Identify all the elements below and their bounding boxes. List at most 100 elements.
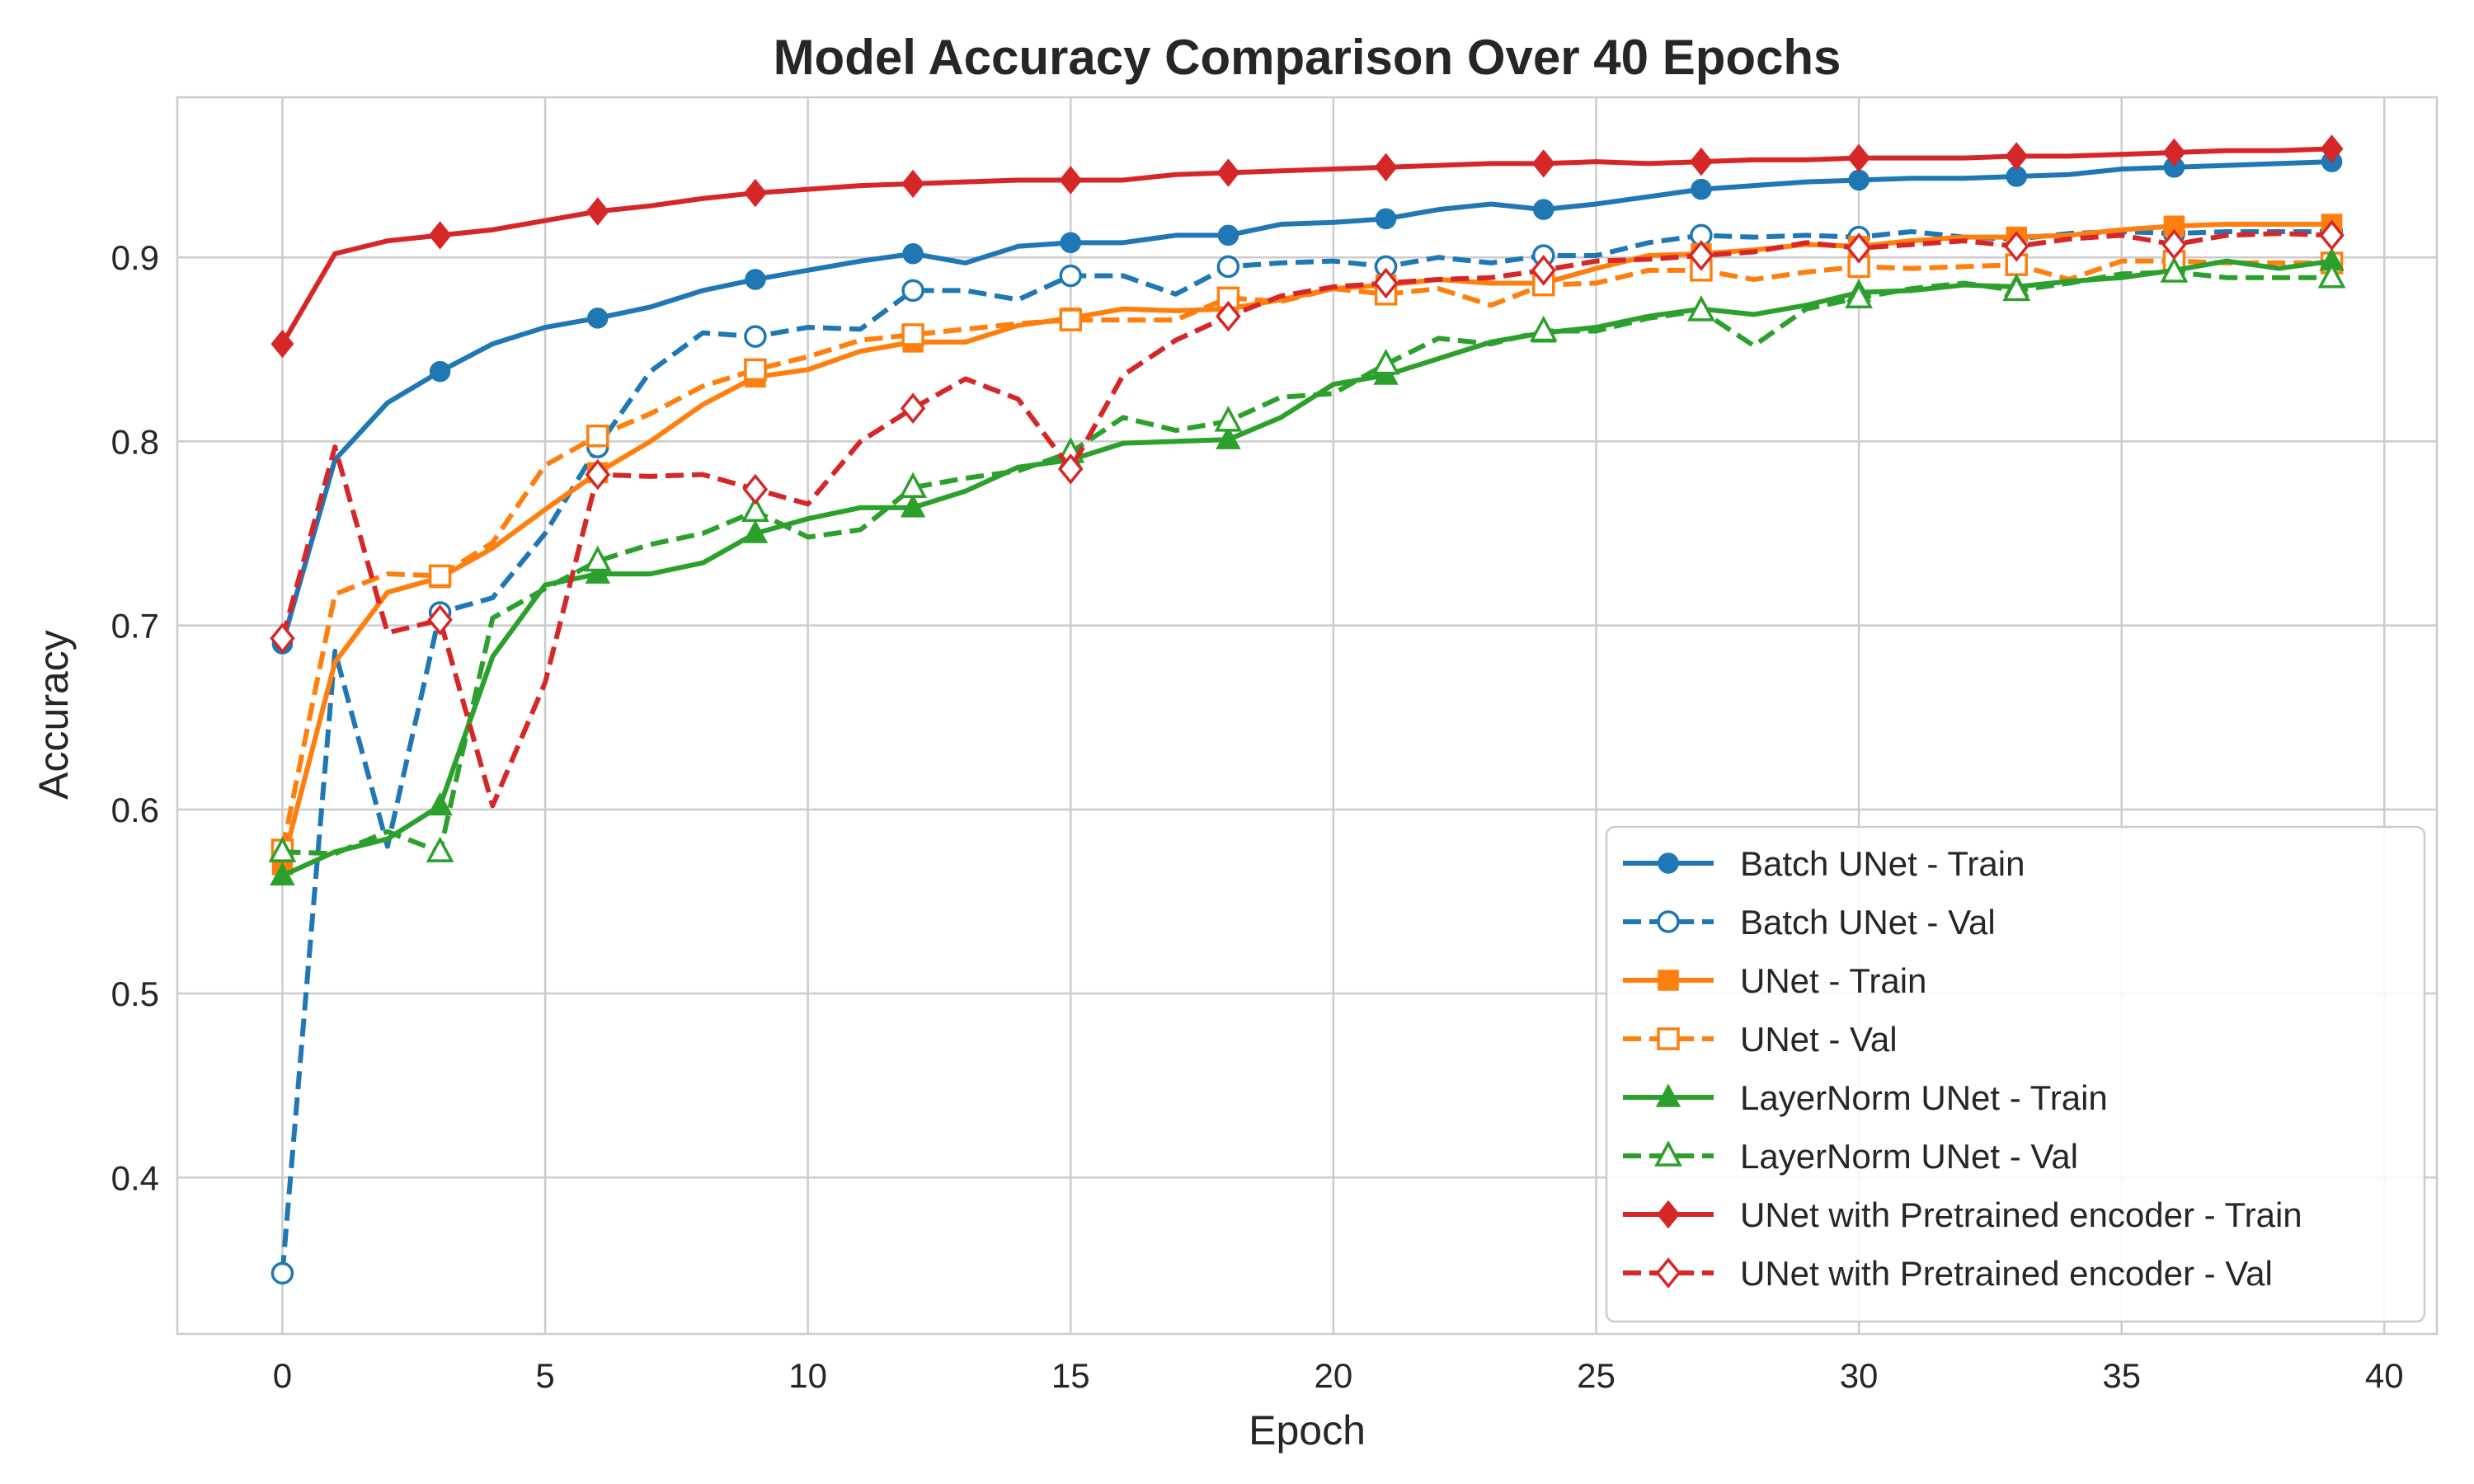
data-point-marker: [1216, 300, 1241, 332]
data-point-marker: [1375, 208, 1397, 230]
series-line: [280, 231, 2332, 809]
data-point-marker: [427, 791, 453, 816]
x-tick-label: 15: [1051, 1356, 1090, 1395]
data-point-marker: [1531, 149, 1555, 178]
data-point-marker: [1529, 315, 1558, 342]
data-point-marker: [583, 545, 612, 572]
data-point-marker: [426, 836, 454, 862]
data-point-marker: [1845, 282, 1873, 309]
data-point-marker: [429, 360, 451, 383]
legend-label: UNet - Val: [1740, 1020, 1898, 1059]
data-point-marker: [1216, 158, 1240, 187]
legend-marker: [1657, 1200, 1680, 1229]
data-point-marker: [268, 836, 297, 862]
x-tick-label: 40: [2365, 1356, 2404, 1395]
data-point-marker: [1058, 453, 1084, 485]
y-tick-label: 0.7: [111, 607, 159, 646]
series-line: [282, 270, 2332, 857]
data-point-marker: [901, 169, 925, 199]
chart-title: Model Accuracy Comparison Over 40 Epochs: [774, 30, 1841, 85]
data-point-marker: [428, 564, 452, 588]
legend-marker: [1654, 1140, 1682, 1167]
x-tick-label: 5: [535, 1356, 554, 1395]
data-point-marker: [1531, 255, 1556, 286]
data-point-marker: [1214, 406, 1243, 432]
data-point-marker: [2320, 134, 2344, 163]
legend-label: Batch UNet - Train: [1740, 844, 2025, 883]
x-tick-labels: 0 5 10 15 20 25 30 35 40: [273, 1356, 2404, 1395]
y-tick-label: 0.6: [111, 791, 159, 829]
data-point-marker: [1846, 232, 1872, 264]
legend-label: UNet - Train: [1740, 961, 1926, 1000]
legend-entry: Batch UNet - Val: [1623, 903, 1996, 942]
data-point-marker: [586, 197, 609, 226]
data-point-marker: [1374, 153, 1398, 182]
data-point-marker: [745, 269, 766, 290]
series-line: [280, 159, 2335, 646]
data-point-marker: [1217, 224, 1239, 247]
legend-label: UNet with Pretrained encoder - Train: [1740, 1195, 2302, 1234]
legend-marker: [1657, 910, 1680, 933]
data-point-marker: [270, 622, 295, 655]
legend-marker: [1658, 970, 1679, 991]
data-point-marker: [2319, 219, 2345, 251]
data-point-marker: [1373, 267, 1399, 299]
legend-entry: Batch UNet - Train: [1623, 844, 2025, 883]
x-axis-label: Epoch: [1249, 1407, 1366, 1453]
data-point-marker: [742, 473, 769, 505]
y-tick-labels: 0.4 0.5 0.6 0.7 0.8 0.9: [111, 238, 159, 1197]
legend-label: UNet with Pretrained encoder - Val: [1740, 1254, 2273, 1293]
legend-entry: LayerNorm UNet - Train: [1623, 1078, 2108, 1117]
data-point-marker: [1691, 178, 1712, 200]
data-point-marker: [1689, 147, 1713, 176]
legend-items: Batch UNet - Train Batch UNet - Val UNet -…: [1623, 844, 2302, 1293]
data-point-marker: [1216, 255, 1240, 279]
data-point-marker: [2161, 228, 2187, 261]
plot-frame: [176, 96, 2439, 1336]
series-6: [270, 134, 2344, 359]
data-point-marker: [428, 221, 452, 250]
legend-label: LayerNorm UNet - Train: [1740, 1078, 2108, 1117]
legend-entry: UNet - Val: [1623, 1020, 1898, 1059]
x-tick-label: 20: [1315, 1356, 1353, 1395]
x-tick-label: 30: [1840, 1356, 1879, 1395]
data-point-marker: [1688, 240, 1714, 271]
data-point-marker: [270, 862, 295, 885]
legend-label: LayerNorm UNet - Val: [1740, 1137, 2078, 1176]
data-point-marker: [587, 308, 609, 329]
legend-entry: LayerNorm UNet - Val: [1623, 1137, 2078, 1176]
data-point-marker: [2317, 262, 2346, 289]
series-line: [280, 146, 2335, 347]
data-point-marker: [741, 495, 769, 522]
series-5: [268, 256, 2346, 862]
legend-marker: [1655, 1083, 1681, 1107]
data-point-marker: [2160, 256, 2189, 283]
legend-label: Batch UNet - Val: [1740, 903, 1996, 942]
data-point-marker: [585, 458, 611, 491]
y-tick-label: 0.5: [111, 974, 159, 1013]
data-point-marker: [270, 1261, 294, 1285]
data-point-marker: [1059, 308, 1083, 331]
data-point-marker: [427, 604, 453, 636]
data-point-marker: [744, 358, 767, 382]
legend-entry: UNet with Pretrained encoder - Train: [1623, 1195, 2302, 1234]
legend-entry: UNet with Pretrained encoder - Val: [1623, 1254, 2273, 1293]
y-tick-label: 0.8: [111, 422, 159, 461]
x-tick-label: 35: [2102, 1356, 2141, 1395]
data-point-marker: [742, 519, 769, 543]
data-point-marker: [899, 472, 928, 498]
series-line: [280, 258, 2332, 851]
x-tick-label: 0: [273, 1356, 292, 1395]
x-tick-label: 10: [788, 1356, 827, 1395]
data-point-marker: [1216, 425, 1241, 449]
data-point-marker: [901, 279, 924, 303]
data-point-marker: [2003, 231, 2030, 262]
data-point-marker: [1847, 143, 1871, 172]
data-point-marker: [902, 242, 924, 265]
data-point-marker: [901, 323, 924, 346]
y-axis-label: Accuracy: [31, 630, 77, 800]
legend-entry: UNet - Train: [1623, 961, 1926, 1000]
data-point-marker: [585, 560, 611, 584]
data-point-marker: [900, 392, 926, 425]
